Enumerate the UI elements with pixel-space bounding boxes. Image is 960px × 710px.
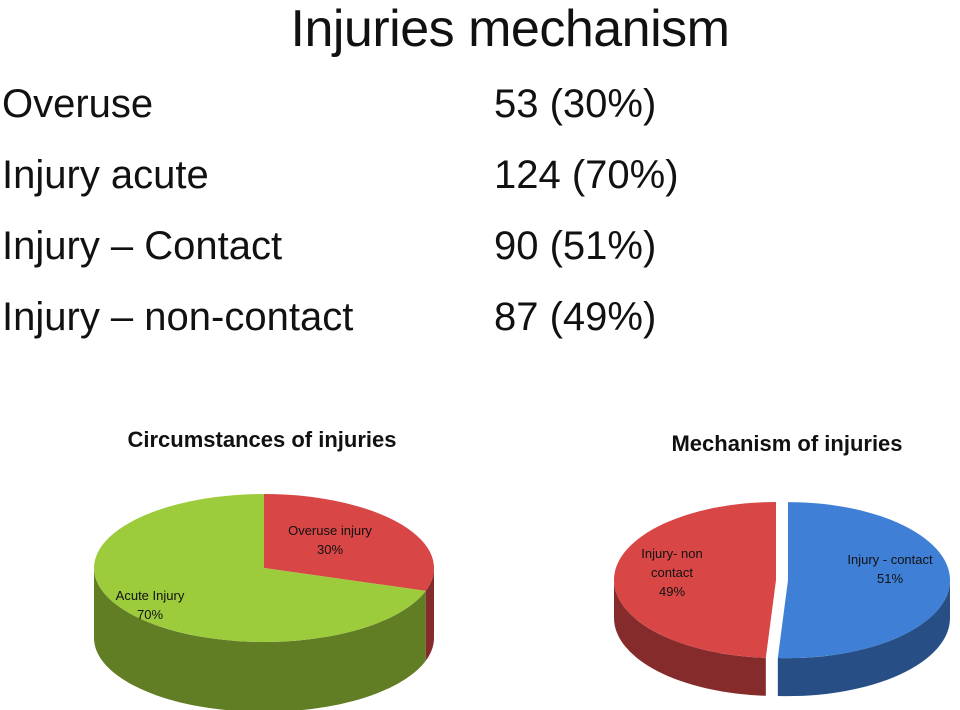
stat-label-acute: Injury acute [2,153,209,197]
stat-value-non-contact: 87 (49%) [494,295,657,339]
stat-value-overuse: 53 (30%) [494,82,657,126]
pie-slice-side-acute-injury-70 [94,568,426,710]
pie-slice-injury-non-contact-49 [614,501,777,658]
stat-label-overuse: Overuse [2,82,154,126]
stat-label-contact: Injury – Contact [2,224,283,268]
pie-label-injury-contact-51: Injury - contact 51% [847,552,933,586]
pie-slice-side-injury-contact-51 [777,580,950,697]
stat-value-contact: 90 (51%) [494,224,657,268]
pie-label-overuse-injury-30: Overuse injury 30% [288,523,372,557]
pie-chart-mechanism: Injury - contact 51% Injury- non contact 49% [614,501,950,697]
chart-title-circumstances: Circumstances of injuries [127,427,397,452]
stat-value-acute: 124 (70%) [494,153,679,197]
pie-slice-side-overuse-injury-30 [425,568,434,661]
pie-chart-circumstances: Overuse injury 30% Acute Injury 70% [93,494,434,710]
stat-label-non-contact: Injury – non-contact [2,295,354,339]
chart-title-mechanism: Mechanism of injuries [671,431,903,456]
pie-label-acute-injury-70: Acute Injury 70% [116,588,185,622]
pie-label-injury-non-contact-49: Injury- non contact 49% [641,546,702,599]
pie-slice-acute-injury-70 [93,494,426,642]
slide-title: Injuries mechanism [290,0,730,58]
pie-slice-side-injury-non-contact-49 [614,579,766,696]
pie-slice-overuse-injury-30 [264,494,434,591]
pie-slice-injury-contact-51 [777,502,950,659]
